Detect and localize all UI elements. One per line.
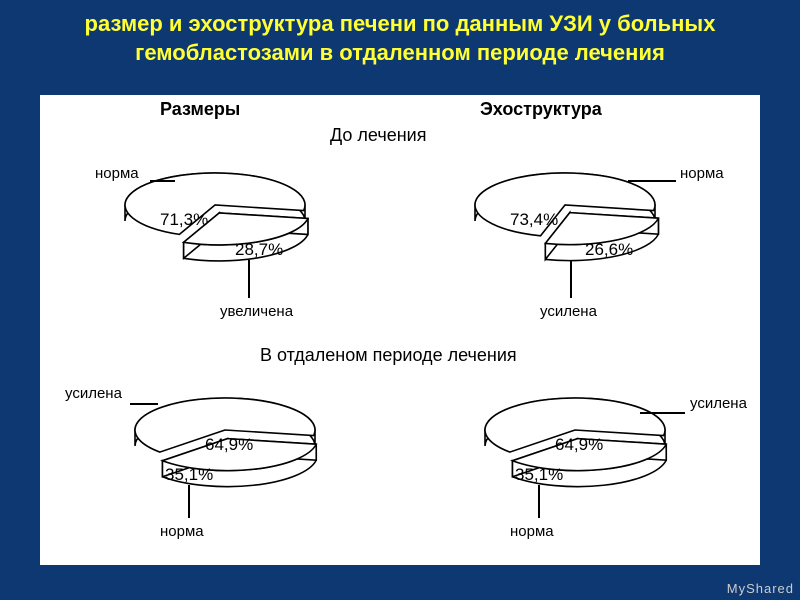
pie-size_before-big-label: норма	[95, 165, 139, 182]
slide-title: размер и эхоструктура печени по данным У…	[0, 10, 800, 67]
pie-echo_before-small-label: усилена	[540, 303, 597, 320]
pie-size_after-small-value: 35,1%	[165, 465, 213, 485]
pie-echo_after-big-value: 64,9%	[555, 435, 603, 455]
pie-echo_after-big-label: усилена	[690, 395, 747, 412]
pie-size_before	[65, 125, 365, 325]
pie-echo_before-big-label: норма	[680, 165, 724, 182]
pie-echo_before-small-value: 26,6%	[585, 240, 633, 260]
pie-size_before-small-value: 28,7%	[235, 240, 283, 260]
col-header-echo: Эхоструктура	[480, 99, 602, 120]
pie-size_after-small-label: норма	[160, 523, 204, 540]
pie-size_before-small-label: увеличена	[220, 303, 293, 320]
pie-size_before-big-value: 71,3%	[160, 210, 208, 230]
watermark: MyShared	[727, 581, 794, 596]
pie-echo_after-small-label: норма	[510, 523, 554, 540]
slide-root: размер и эхоструктура печени по данным У…	[0, 0, 800, 600]
pie-size_after-big-value: 64,9%	[205, 435, 253, 455]
pie-size_after-big-label: усилена	[65, 385, 122, 402]
chart-panel: Размеры Эхоструктура До лечения В отдале…	[40, 95, 760, 565]
pie-echo_before	[415, 125, 715, 325]
pie-echo_before-big-value: 73,4%	[510, 210, 558, 230]
col-header-size: Размеры	[160, 99, 240, 120]
pie-echo_after-small-value: 35,1%	[515, 465, 563, 485]
